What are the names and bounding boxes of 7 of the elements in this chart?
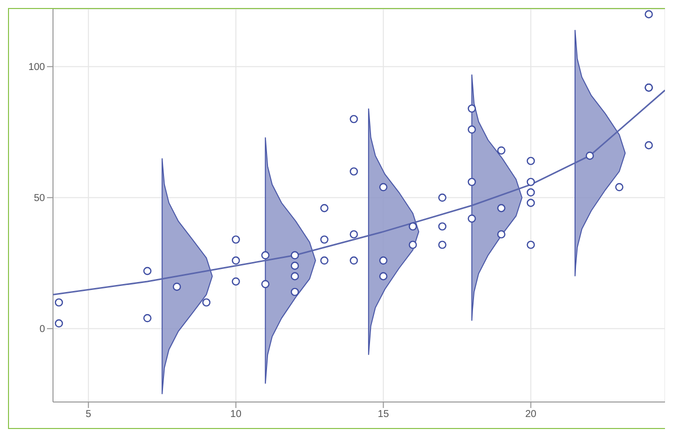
y-tick-label: 0 — [39, 324, 46, 336]
y-tick-label: 50 — [34, 193, 46, 204]
x-tick-label: 15 — [378, 409, 390, 420]
x-tick-label: 5 — [86, 409, 92, 420]
x-tick-label: 10 — [230, 409, 242, 420]
x-tick-label: 20 — [525, 409, 537, 420]
y-tick-label: 100 — [28, 62, 46, 74]
